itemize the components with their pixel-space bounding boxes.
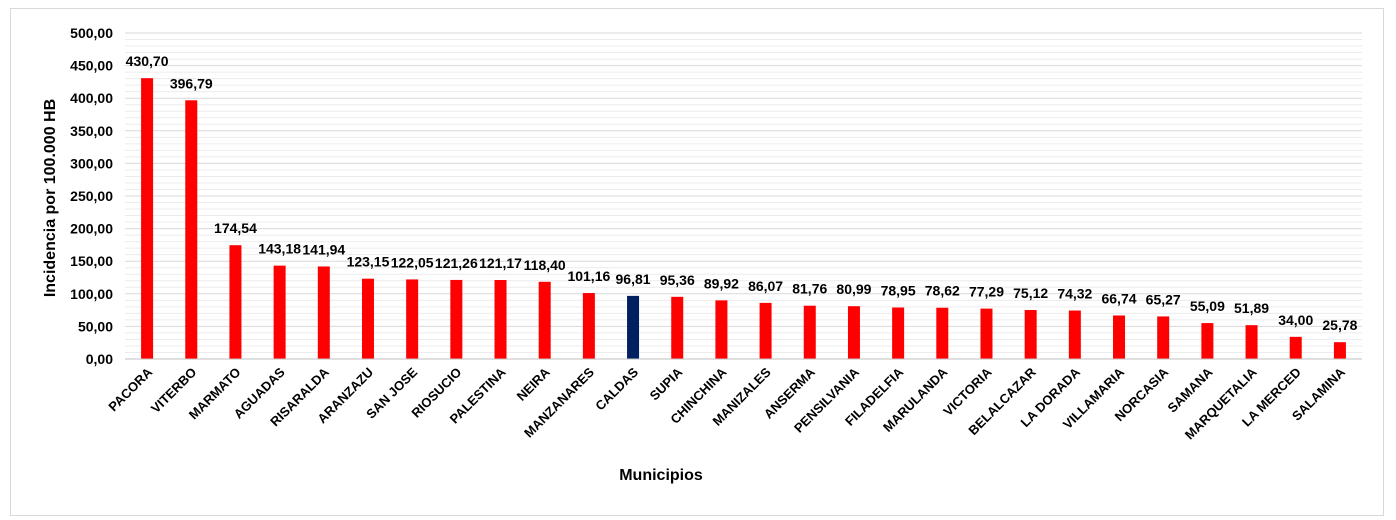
y-tick-label: 100,00 (70, 286, 113, 302)
data-label: 74,32 (1057, 286, 1092, 302)
y-axis-title: Incidencia por 100.000 HB (42, 99, 59, 297)
y-tick-label: 250,00 (70, 188, 113, 204)
data-label: 123,15 (347, 254, 390, 270)
data-label: 95,36 (660, 272, 695, 288)
data-label: 101,16 (567, 268, 610, 284)
data-label: 81,76 (792, 281, 827, 297)
y-axis-ticks: 0,00 50,00 100,00 150,00 200,00 250,00 300,00 3… (70, 25, 113, 367)
bar (1201, 323, 1214, 359)
data-label: 77,29 (969, 284, 1004, 300)
x-axis-ticks: PACORAVITERBOMARMATOAGUADASRISARALDAARAN… (105, 364, 1348, 442)
y-tick-label: 350,00 (70, 123, 113, 139)
data-label: 143,18 (258, 241, 301, 257)
bar (936, 307, 949, 359)
data-label: 66,74 (1101, 290, 1136, 306)
bar (494, 279, 507, 359)
data-label: 86,07 (748, 278, 783, 294)
y-tick-label: 200,00 (70, 221, 113, 237)
bar (847, 306, 860, 359)
bar (671, 296, 684, 359)
data-label: 55,09 (1190, 298, 1225, 314)
data-label: 75,12 (1013, 285, 1048, 301)
bar (361, 278, 374, 359)
data-label: 122,05 (391, 254, 434, 270)
data-label: 80,99 (836, 281, 871, 297)
y-tick-label: 500,00 (70, 25, 113, 41)
data-label: 78,95 (881, 283, 916, 299)
data-label: 141,94 (302, 241, 345, 257)
bar (1113, 315, 1126, 359)
data-label: 25,78 (1322, 317, 1357, 333)
y-tick-label: 50,00 (78, 318, 113, 334)
y-tick-label: 150,00 (70, 253, 113, 269)
bar (627, 295, 640, 359)
data-label: 396,79 (170, 75, 213, 91)
bar (980, 308, 993, 359)
y-tick-label: 0,00 (86, 351, 113, 367)
data-label: 430,70 (126, 53, 169, 69)
bars (141, 78, 1346, 360)
bar (1024, 310, 1037, 359)
bar (450, 279, 463, 359)
bar (803, 305, 816, 359)
bar (273, 265, 286, 359)
data-label: 65,27 (1146, 291, 1181, 307)
data-label: 34,00 (1278, 312, 1313, 328)
bar (1245, 325, 1258, 359)
bar (1068, 310, 1081, 359)
bar (229, 245, 242, 359)
x-tick-label: NEIRA (514, 364, 554, 404)
data-label: 174,54 (214, 220, 257, 236)
bar (141, 78, 154, 360)
bar (715, 300, 728, 359)
data-label: 96,81 (616, 271, 651, 287)
data-label: 121,17 (479, 255, 522, 271)
bar (538, 281, 551, 359)
bar (1157, 316, 1170, 359)
bar (1333, 342, 1346, 359)
bar (759, 302, 772, 359)
bar (317, 266, 330, 359)
x-tick-label: SUPIA (647, 364, 686, 403)
data-label: 78,62 (925, 283, 960, 299)
bar (892, 307, 905, 359)
bar (406, 279, 419, 359)
bar (1289, 336, 1302, 359)
data-label: 118,40 (524, 257, 566, 273)
x-tick-label: CALDAS (592, 364, 641, 413)
y-tick-label: 400,00 (70, 90, 113, 106)
y-tick-label: 300,00 (70, 155, 113, 171)
y-tick-label: 450,00 (70, 58, 113, 74)
data-label: 89,92 (704, 275, 739, 291)
bar (185, 100, 198, 360)
data-label: 51,89 (1234, 300, 1269, 316)
bar (582, 293, 595, 359)
data-label: 121,26 (435, 255, 478, 271)
gridlines (125, 32, 1362, 353)
x-axis-title: Municipios (619, 467, 703, 484)
